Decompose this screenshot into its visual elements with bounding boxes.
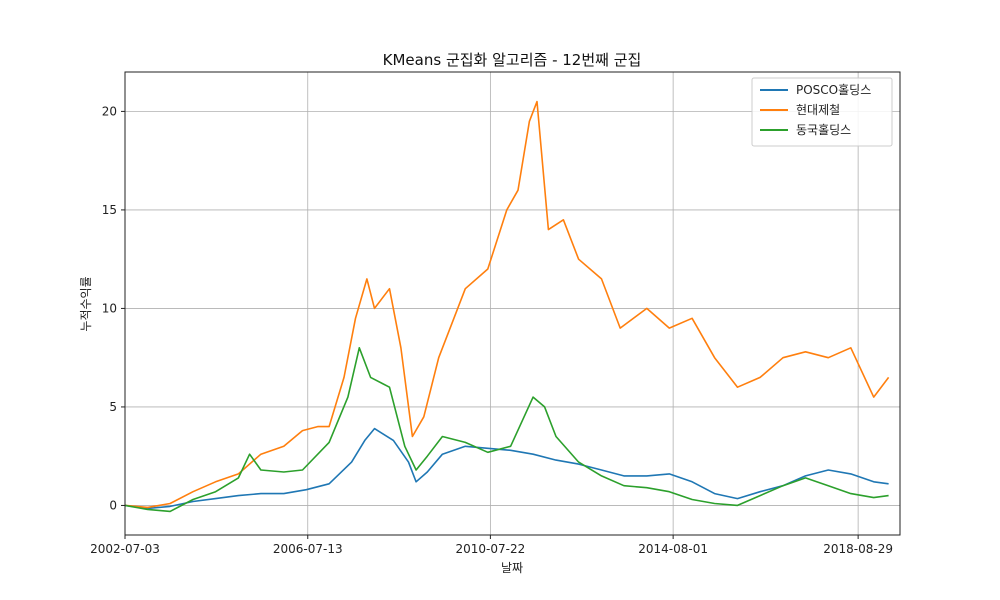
y-tick-label: 20 xyxy=(102,104,117,118)
y-tick-label: 5 xyxy=(109,400,117,414)
x-tick-label: 2006-07-13 xyxy=(273,542,343,556)
series-line-2 xyxy=(124,100,890,509)
y-tick-label: 15 xyxy=(102,203,117,217)
legend-label-2: 현대제철 xyxy=(796,103,840,117)
series-line-3 xyxy=(124,346,889,513)
x-tick-label: 2010-07-22 xyxy=(456,542,526,556)
x-tick-label: 2002-07-03 xyxy=(90,542,160,556)
plot-frame xyxy=(124,71,901,536)
y-tick-label: 10 xyxy=(102,301,117,315)
y-tick-label: 0 xyxy=(109,498,117,512)
y-axis-label: 누적수익률 xyxy=(79,276,93,331)
x-tick-label: 2014-08-01 xyxy=(638,542,708,556)
x-axis: 2002-07-03 2006-07-13 2010-07-22 2014-08-01… xyxy=(90,535,893,556)
series-line-1 xyxy=(124,427,889,510)
y-axis: 0 5 10 15 20 xyxy=(102,104,125,512)
chart-title: KMeans 군집화 알고리즘 - 12번째 군집 xyxy=(383,51,642,69)
x-axis-label: 날짜 xyxy=(501,561,523,575)
legend-label-1: POSCO홀딩스 xyxy=(796,83,871,97)
series-layer xyxy=(124,100,890,513)
x-tick-label: 2018-08-29 xyxy=(823,542,893,556)
legend-label-3: 동국홀딩스 xyxy=(796,123,851,137)
